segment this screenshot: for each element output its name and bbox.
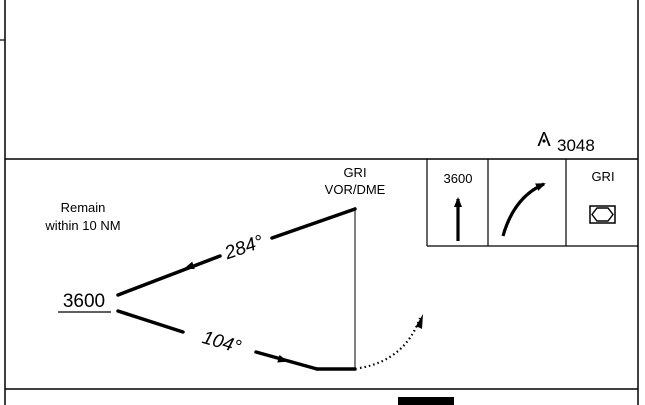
- holding-outbound-leg: [116, 309, 357, 371]
- spot-elevation: Λ 3048: [537, 129, 595, 155]
- profile-altitude-label: 3600: [444, 171, 473, 186]
- fix-type-label: VOR/DME: [325, 182, 386, 197]
- bottom-black-bar: [398, 397, 454, 405]
- vordme-icon: [589, 205, 616, 224]
- holding-altitude-label: 3600: [63, 291, 105, 312]
- inbound-course-label: 284°: [221, 231, 266, 264]
- remain-note-line2: within 10 NM: [44, 218, 120, 233]
- elevation-value: 3048: [557, 136, 595, 155]
- fix-name-label: GRI: [343, 165, 366, 180]
- elevation-dot: [542, 139, 546, 143]
- remain-note-line1: Remain: [61, 200, 106, 215]
- missed-approach-arrowhead: [416, 314, 423, 329]
- climbing-turn-arrow: [501, 182, 546, 237]
- holding-inbound-leg: [116, 207, 357, 297]
- missed-approach-dotted-turn: [359, 317, 422, 370]
- profile-fix-label: GRI: [591, 169, 614, 184]
- outbound-course-label: 104°: [200, 327, 244, 358]
